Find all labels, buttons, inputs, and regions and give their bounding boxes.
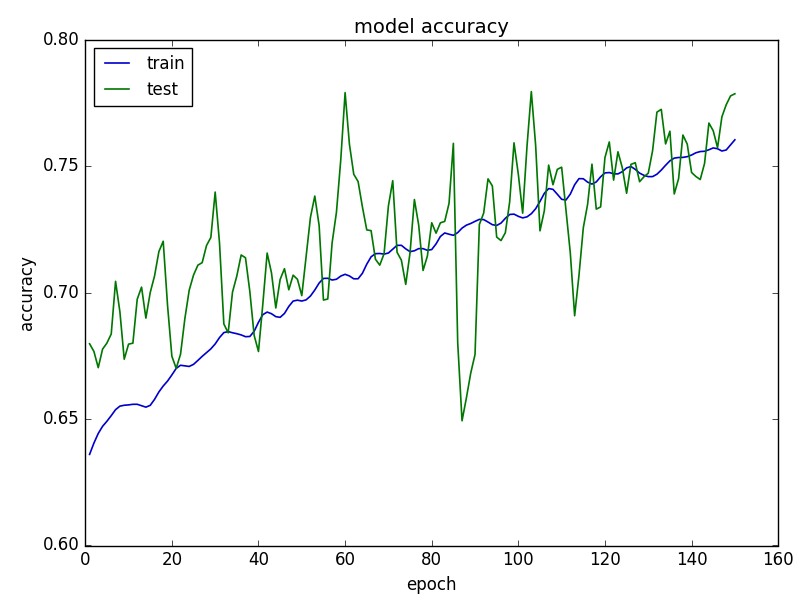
X-axis label: epoch: epoch [406, 576, 457, 594]
train [448, 232, 457, 239]
test [340, 89, 350, 96]
test [422, 252, 431, 259]
test [297, 292, 307, 299]
train [340, 271, 350, 278]
train [530, 205, 540, 212]
train [84, 450, 94, 458]
test [526, 88, 535, 95]
test [448, 140, 457, 147]
test [457, 417, 466, 425]
Line: test: test [89, 92, 734, 421]
train [616, 168, 626, 176]
train [729, 136, 739, 143]
test [625, 161, 635, 168]
Title: model accuracy: model accuracy [354, 18, 508, 37]
test [539, 207, 548, 214]
Line: train: train [89, 140, 734, 454]
Y-axis label: accuracy: accuracy [18, 255, 36, 330]
test [84, 340, 94, 348]
train [297, 297, 307, 305]
Legend: train, test: train, test [93, 48, 192, 106]
test [729, 90, 739, 97]
train [422, 247, 431, 254]
